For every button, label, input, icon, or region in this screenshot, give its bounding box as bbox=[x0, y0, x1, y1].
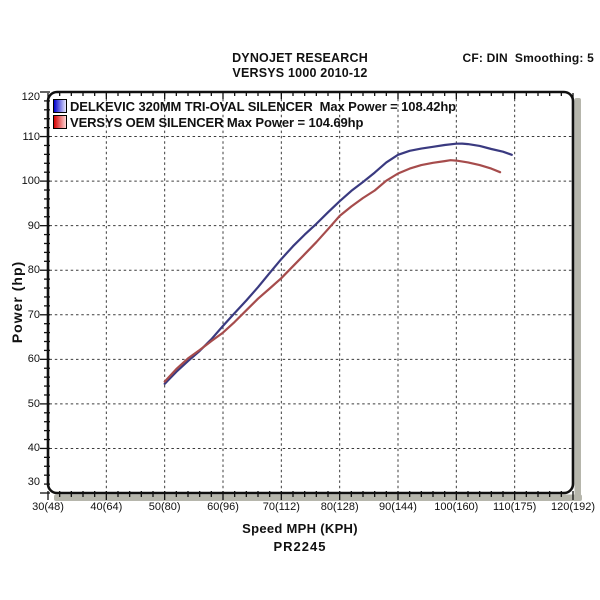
y-tick-label: 100 bbox=[21, 175, 40, 188]
y-axis-title: Power (hp) bbox=[9, 260, 25, 344]
y-tick-label: 110 bbox=[22, 130, 40, 143]
x-tick-label: 70(112) bbox=[262, 501, 300, 513]
y-tick-label: 50 bbox=[27, 397, 40, 410]
y-axis-tick-labels: 30 40 50 60 70 80 90 100 110 120 bbox=[0, 0, 40, 600]
legend-item-delkevic: DELKEVIC 320MM TRI-OVAL SILENCER Max Pow… bbox=[53, 98, 456, 114]
vehicle-model: VERSYS 1000 2010-12 bbox=[232, 66, 368, 80]
x-tick-label: 30(48) bbox=[32, 501, 64, 513]
x-tick-label: 90(144) bbox=[379, 501, 417, 513]
plot-frame bbox=[46, 90, 575, 495]
frame-shadow-bottom bbox=[54, 494, 582, 501]
x-axis-tick-labels: 30(48) 40(64) 50(80) 60(96) 70(112) 80(128) 90… bbox=[0, 501, 600, 515]
correction-smoothing-note: CF: DIN Smoothing: 5 bbox=[462, 51, 594, 65]
x-tick-label: 60(96) bbox=[207, 501, 239, 513]
legend-item-oem: VERSYS OEM SILENCER Max Power = 104.69hp bbox=[53, 114, 456, 130]
x-tick-label: 50(80) bbox=[148, 501, 181, 513]
oem-power-curve bbox=[163, 159, 502, 383]
y-tick-label: 40 bbox=[27, 442, 40, 455]
y-tick-label: 30 bbox=[27, 476, 40, 488]
x-tick-label: 40(64) bbox=[90, 501, 123, 513]
x-tick-label: 80(128) bbox=[320, 501, 359, 513]
y-tick-label: 80 bbox=[27, 264, 40, 277]
x-tick-label: 110(175) bbox=[493, 501, 537, 513]
x-tick-label: 100(160) bbox=[434, 501, 479, 513]
legend: DELKEVIC 320MM TRI-OVAL SILENCER Max Pow… bbox=[53, 98, 456, 130]
oem-series-swatch-icon bbox=[53, 115, 67, 129]
report-title: DYNOJET RESEARCH bbox=[232, 51, 368, 65]
y-tick-label: 120 bbox=[21, 91, 40, 103]
y-tick-label: 90 bbox=[27, 219, 40, 232]
y-tick-label: 60 bbox=[27, 353, 40, 366]
y-tick-label: 70 bbox=[27, 308, 40, 321]
legend-label-delkevic: DELKEVIC 320MM TRI-OVAL SILENCER Max Pow… bbox=[70, 98, 457, 114]
delkevic-series-swatch-icon bbox=[53, 99, 67, 113]
frame-shadow-right bbox=[574, 98, 581, 499]
legend-label-oem: VERSYS OEM SILENCER Max Power = 104.69hp bbox=[70, 114, 364, 130]
delkevic-power-curve bbox=[163, 142, 513, 385]
run-number: PR2245 bbox=[273, 539, 327, 554]
x-axis-title: Speed MPH (KPH) bbox=[242, 521, 358, 536]
x-tick-label: 120(192) bbox=[550, 501, 596, 513]
